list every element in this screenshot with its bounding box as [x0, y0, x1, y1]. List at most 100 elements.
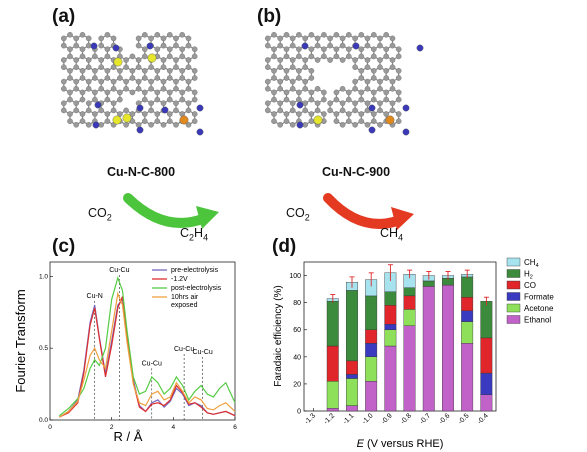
carbon-atom: [339, 35, 346, 42]
carbon-atom: [352, 57, 358, 63]
carbon-atom: [283, 75, 290, 81]
bar-segment: [461, 276, 474, 298]
carbon-atom: [191, 118, 198, 124]
carbon-atom: [264, 57, 271, 63]
carbon-atom: [98, 64, 104, 70]
carbon-atom: [283, 118, 290, 124]
reactant-b: CO2: [286, 206, 310, 223]
carbon-atom: [383, 75, 390, 81]
carbon-atom: [352, 100, 358, 106]
carbon-atom: [160, 78, 167, 85]
bar-segment: [403, 325, 416, 412]
carbon-atom: [370, 75, 377, 81]
carbon-atom: [85, 122, 92, 128]
carbon-atom: [314, 86, 321, 92]
carbon-atom: [364, 64, 371, 70]
carbon-atom: [327, 35, 333, 42]
carbon-atom: [377, 122, 383, 128]
carbon-atom: [296, 68, 302, 74]
carbon-atom: [173, 100, 179, 106]
carbon-atom: [314, 107, 321, 114]
carbon-atom: [79, 89, 86, 96]
carbon-atom: [85, 100, 92, 106]
n-atom: [92, 121, 100, 129]
carbon-atom: [377, 100, 383, 106]
carbon-atom: [395, 89, 402, 96]
carbon-atom: [61, 42, 67, 49]
caption-cu-n-c-900: Cu-N-C-900: [322, 165, 391, 179]
carbon-atom: [377, 35, 383, 42]
n-atom: [146, 42, 154, 50]
carbon-atom: [148, 86, 154, 92]
plot-frame: [303, 261, 497, 412]
carbon-atom: [389, 107, 396, 114]
carbon-atom: [352, 35, 358, 42]
carbon-atom: [104, 89, 111, 96]
carbon-atom: [173, 107, 179, 114]
bar-segment: [384, 324, 397, 330]
bar-segment: [384, 305, 397, 325]
carbon-atom: [104, 111, 111, 117]
carbon-atom: [135, 42, 142, 49]
carbon-atom: [173, 122, 179, 128]
legend-label: exposed: [171, 302, 198, 309]
panel-label-b: (b): [257, 6, 282, 27]
carbon-atom: [191, 96, 198, 103]
carbon-atom: [154, 32, 161, 38]
y-axis-label: Fourier Transform: [13, 289, 28, 392]
peak-annotation: Cu-Cu: [109, 267, 129, 274]
product-b: CH4: [380, 226, 404, 243]
carbon-atom: [61, 86, 67, 92]
carbon-atom: [308, 68, 315, 74]
carbon-atom: [104, 68, 111, 74]
carbon-atom: [185, 100, 192, 106]
carbon-atom: [377, 42, 383, 49]
carbon-atom: [79, 68, 86, 74]
carbon-atom: [321, 32, 327, 38]
carbon-atom: [67, 75, 73, 81]
carbon-atom: [110, 107, 117, 114]
bar-segment: [346, 360, 358, 375]
carbon-atom: [383, 111, 390, 117]
carbon-atom: [339, 100, 346, 106]
carbon-atom: [67, 96, 73, 103]
carbon-atom: [358, 68, 365, 74]
carbon-atom: [289, 107, 296, 114]
carbon-atom: [67, 68, 73, 74]
carbon-atom: [364, 78, 371, 85]
molecule-cu-n-c-900: [264, 32, 424, 136]
carbon-atom: [61, 78, 67, 85]
carbon-atom: [191, 46, 198, 53]
carbon-atom: [370, 68, 377, 74]
carbon-atom: [383, 96, 390, 103]
bar-segment: [403, 287, 416, 297]
x-axis-label: E (V versus RHE): [357, 438, 444, 450]
carbon-atom: [104, 46, 111, 53]
carbon-atom: [271, 46, 277, 53]
carbon-atom: [277, 100, 284, 106]
carbon-atom: [73, 100, 79, 106]
n-atom: [296, 121, 304, 129]
carbon-atom: [61, 35, 67, 42]
bar-segment: [461, 297, 474, 311]
carbon-atom: [289, 86, 296, 92]
x-axis-label: R / Å: [114, 429, 143, 444]
carbon-atom: [110, 86, 117, 92]
bar-segment: [346, 374, 358, 379]
carbon-atom: [185, 57, 192, 63]
carbon-atom: [61, 57, 67, 63]
carbon-atom: [289, 42, 296, 49]
carbon-atom: [73, 86, 79, 92]
carbon-atom: [377, 64, 383, 70]
carbon-atom: [345, 89, 352, 96]
carbon-atom: [370, 46, 377, 53]
carbon-atom: [308, 53, 315, 60]
carbon-atom: [141, 75, 148, 81]
carbon-atom: [129, 75, 136, 81]
carbon-atom: [191, 68, 198, 74]
carbon-atom: [166, 75, 173, 81]
carbon-atom: [67, 111, 73, 117]
carbon-atom: [345, 118, 352, 124]
carbon-atom: [283, 32, 290, 38]
carbon-atom: [264, 107, 271, 114]
